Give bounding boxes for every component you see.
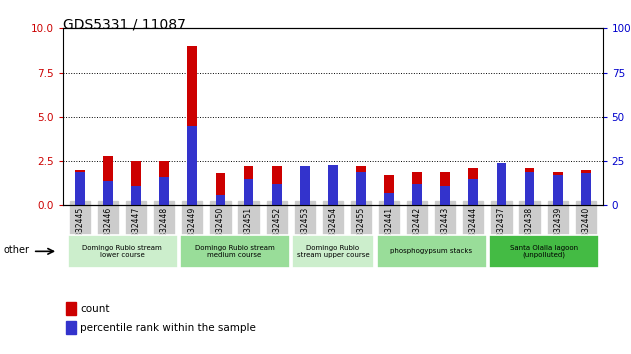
FancyBboxPatch shape bbox=[180, 235, 290, 268]
Bar bbox=[553, 172, 563, 205]
Bar bbox=[272, 166, 281, 205]
Bar bbox=[103, 181, 113, 205]
Bar bbox=[328, 165, 338, 205]
Bar bbox=[66, 321, 76, 334]
Bar bbox=[75, 172, 85, 205]
Bar bbox=[497, 172, 506, 205]
Bar bbox=[468, 168, 478, 205]
Bar bbox=[440, 172, 450, 205]
Bar bbox=[66, 302, 76, 314]
Bar bbox=[216, 173, 225, 205]
Bar bbox=[244, 179, 254, 205]
Bar bbox=[131, 161, 141, 205]
FancyBboxPatch shape bbox=[292, 235, 374, 268]
Text: count: count bbox=[80, 303, 110, 314]
Bar bbox=[300, 166, 310, 205]
FancyBboxPatch shape bbox=[377, 235, 487, 268]
Text: phosphogypsum stacks: phosphogypsum stacks bbox=[390, 249, 472, 254]
Bar bbox=[187, 46, 198, 205]
Bar bbox=[216, 195, 225, 205]
Text: other: other bbox=[3, 245, 29, 255]
Bar bbox=[581, 173, 591, 205]
Bar bbox=[131, 186, 141, 205]
Bar bbox=[103, 156, 113, 205]
Bar bbox=[468, 179, 478, 205]
Text: percentile rank within the sample: percentile rank within the sample bbox=[80, 323, 256, 333]
Bar bbox=[524, 172, 534, 205]
FancyBboxPatch shape bbox=[489, 235, 599, 268]
Bar bbox=[440, 186, 450, 205]
Bar bbox=[160, 177, 169, 205]
Bar bbox=[553, 175, 563, 205]
Bar bbox=[581, 170, 591, 205]
Bar bbox=[524, 168, 534, 205]
Bar bbox=[75, 170, 85, 205]
Text: Santa Olalla lagoon
(unpolluted): Santa Olalla lagoon (unpolluted) bbox=[510, 245, 577, 258]
Bar bbox=[497, 163, 506, 205]
Bar bbox=[412, 184, 422, 205]
Bar bbox=[356, 172, 366, 205]
Bar bbox=[384, 175, 394, 205]
Bar bbox=[272, 184, 281, 205]
Bar bbox=[300, 168, 310, 205]
Text: GDS5331 / 11087: GDS5331 / 11087 bbox=[63, 18, 186, 32]
Text: Domingo Rubio
stream upper course: Domingo Rubio stream upper course bbox=[297, 245, 369, 258]
Bar bbox=[244, 166, 254, 205]
FancyBboxPatch shape bbox=[68, 235, 178, 268]
Text: Domingo Rubio stream
lower course: Domingo Rubio stream lower course bbox=[82, 245, 162, 258]
Bar bbox=[412, 172, 422, 205]
Bar bbox=[384, 193, 394, 205]
Bar bbox=[160, 161, 169, 205]
Bar bbox=[328, 165, 338, 205]
Bar bbox=[356, 166, 366, 205]
Bar bbox=[187, 126, 198, 205]
Text: Domingo Rubio stream
medium course: Domingo Rubio stream medium course bbox=[194, 245, 274, 258]
